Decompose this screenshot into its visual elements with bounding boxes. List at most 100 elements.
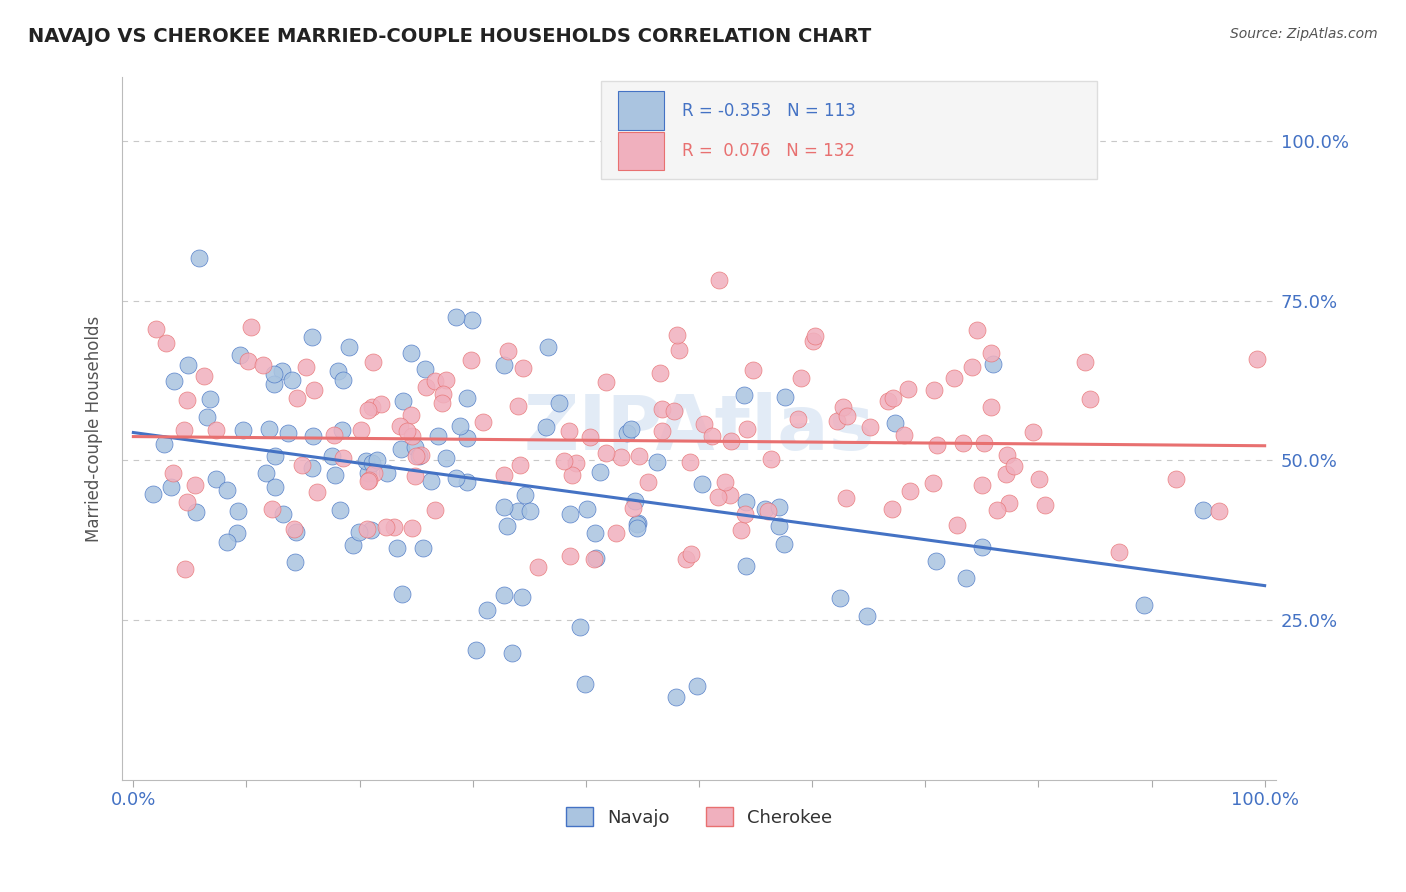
Point (955, 572, 977, 586)
Point (627, 516, 650, 530)
Point (620, 422, 643, 436)
Point (720, 434, 742, 448)
Point (423, 503, 446, 517)
Point (718, 488, 741, 502)
Point (492, 468, 515, 483)
Point (900, 483, 922, 498)
Point (283, 522, 305, 536)
Point (583, 525, 606, 540)
Point (986, 503, 1008, 517)
Point (1192, 502, 1215, 516)
Point (263, 480, 285, 494)
Point (609, 450, 631, 465)
Point (510, 590, 533, 604)
Point (922, 383, 945, 397)
Point (624, 494, 647, 508)
Point (215, 534, 238, 549)
Point (252, 358, 274, 372)
FancyBboxPatch shape (600, 81, 1097, 179)
Point (995, 448, 1018, 462)
Point (280, 373, 302, 387)
Point (342, 538, 364, 552)
Point (548, 396, 571, 410)
Point (741, 363, 763, 377)
Point (359, 473, 381, 487)
Point (735, 558, 758, 573)
Point (561, 467, 583, 482)
Point (568, 620, 591, 634)
Point (1246, 351, 1268, 366)
Point (756, 504, 779, 518)
Point (456, 392, 478, 406)
Point (374, 520, 396, 534)
Point (401, 408, 423, 422)
Point (363, 467, 385, 481)
Point (509, 458, 531, 472)
Point (735, 422, 758, 436)
Point (291, 458, 314, 472)
Point (1028, 472, 1050, 486)
Point (382, 520, 405, 534)
Point (1002, 459, 1025, 474)
Point (962, 360, 984, 375)
Point (145, 322, 167, 336)
Point (789, 371, 811, 385)
Point (970, 478, 993, 492)
Point (952, 436, 974, 450)
Point (893, 428, 915, 442)
Point (773, 390, 796, 404)
Point (456, 475, 478, 490)
Point (391, 394, 413, 409)
Text: NAVAJO VS CHEROKEE MARRIED-COUPLE HOUSEHOLDS CORRELATION CHART: NAVAJO VS CHEROKEE MARRIED-COUPLE HOUSEH… (28, 27, 872, 45)
Y-axis label: Married-couple Households: Married-couple Households (86, 316, 103, 541)
Point (460, 352, 482, 367)
Point (225, 526, 247, 541)
Point (321, 449, 343, 463)
Point (825, 414, 848, 428)
Point (205, 471, 228, 485)
Point (259, 422, 281, 436)
Point (664, 690, 686, 704)
Point (668, 343, 690, 357)
Point (506, 399, 529, 413)
Point (412, 541, 434, 555)
Point (446, 310, 468, 325)
Point (768, 500, 790, 514)
Point (1073, 354, 1095, 368)
Point (897, 382, 920, 396)
Point (329, 503, 352, 517)
Point (626, 517, 648, 532)
Point (461, 313, 484, 327)
Point (830, 591, 852, 605)
Point (494, 500, 516, 515)
Point (605, 526, 627, 541)
Point (301, 330, 323, 344)
Point (405, 450, 427, 464)
Point (226, 504, 249, 518)
Point (270, 364, 292, 378)
Point (534, 419, 557, 434)
Point (492, 358, 515, 372)
Point (576, 502, 599, 516)
Point (662, 404, 685, 418)
Point (160, 480, 183, 494)
Point (707, 490, 730, 504)
Text: R = -0.353   N = 113: R = -0.353 N = 113 (682, 103, 856, 120)
Point (651, 425, 673, 439)
Point (472, 415, 495, 429)
Point (399, 346, 422, 360)
Point (195, 410, 218, 425)
Point (560, 508, 582, 522)
Point (456, 431, 478, 445)
Bar (619, 131, 665, 170)
Point (983, 357, 1005, 371)
Point (501, 646, 523, 660)
Point (465, 642, 488, 657)
Point (430, 395, 453, 409)
Point (537, 340, 560, 354)
Point (675, 552, 697, 566)
Point (734, 507, 756, 521)
Point (494, 588, 516, 602)
Point (271, 507, 294, 521)
Point (432, 386, 454, 401)
